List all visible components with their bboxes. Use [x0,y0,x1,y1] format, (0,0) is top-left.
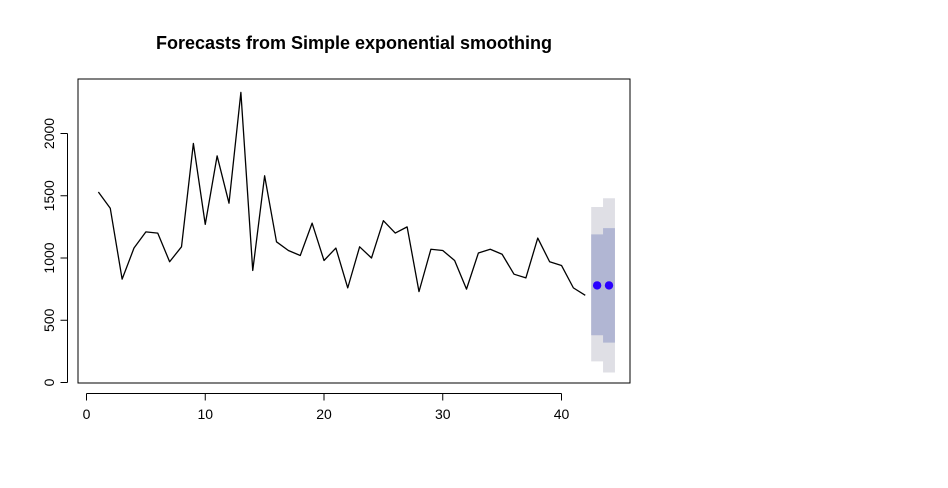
y-tick-label: 0 [41,378,57,386]
plot-area: 0 10 20 30 40 0 500 1000 1500 2000 [41,78,631,422]
y-tick-label: 1500 [41,180,57,211]
x-tick-label: 0 [83,406,91,422]
chart-title: Forecasts from Simple exponential smooth… [156,33,552,53]
x-tick-label: 10 [197,406,213,422]
x-tick-label: 20 [316,406,332,422]
band-80 [591,228,615,343]
forecast-point [592,281,602,290]
y-tick-label: 500 [41,308,57,332]
series-line [97,91,586,296]
y-tick-label: 1000 [41,242,57,273]
plot-frame [77,78,631,384]
y-tick-label: 2000 [41,118,57,149]
x-tick-label: 40 [554,406,570,422]
forecast-point [604,281,614,290]
x-tick-label: 30 [435,406,451,422]
